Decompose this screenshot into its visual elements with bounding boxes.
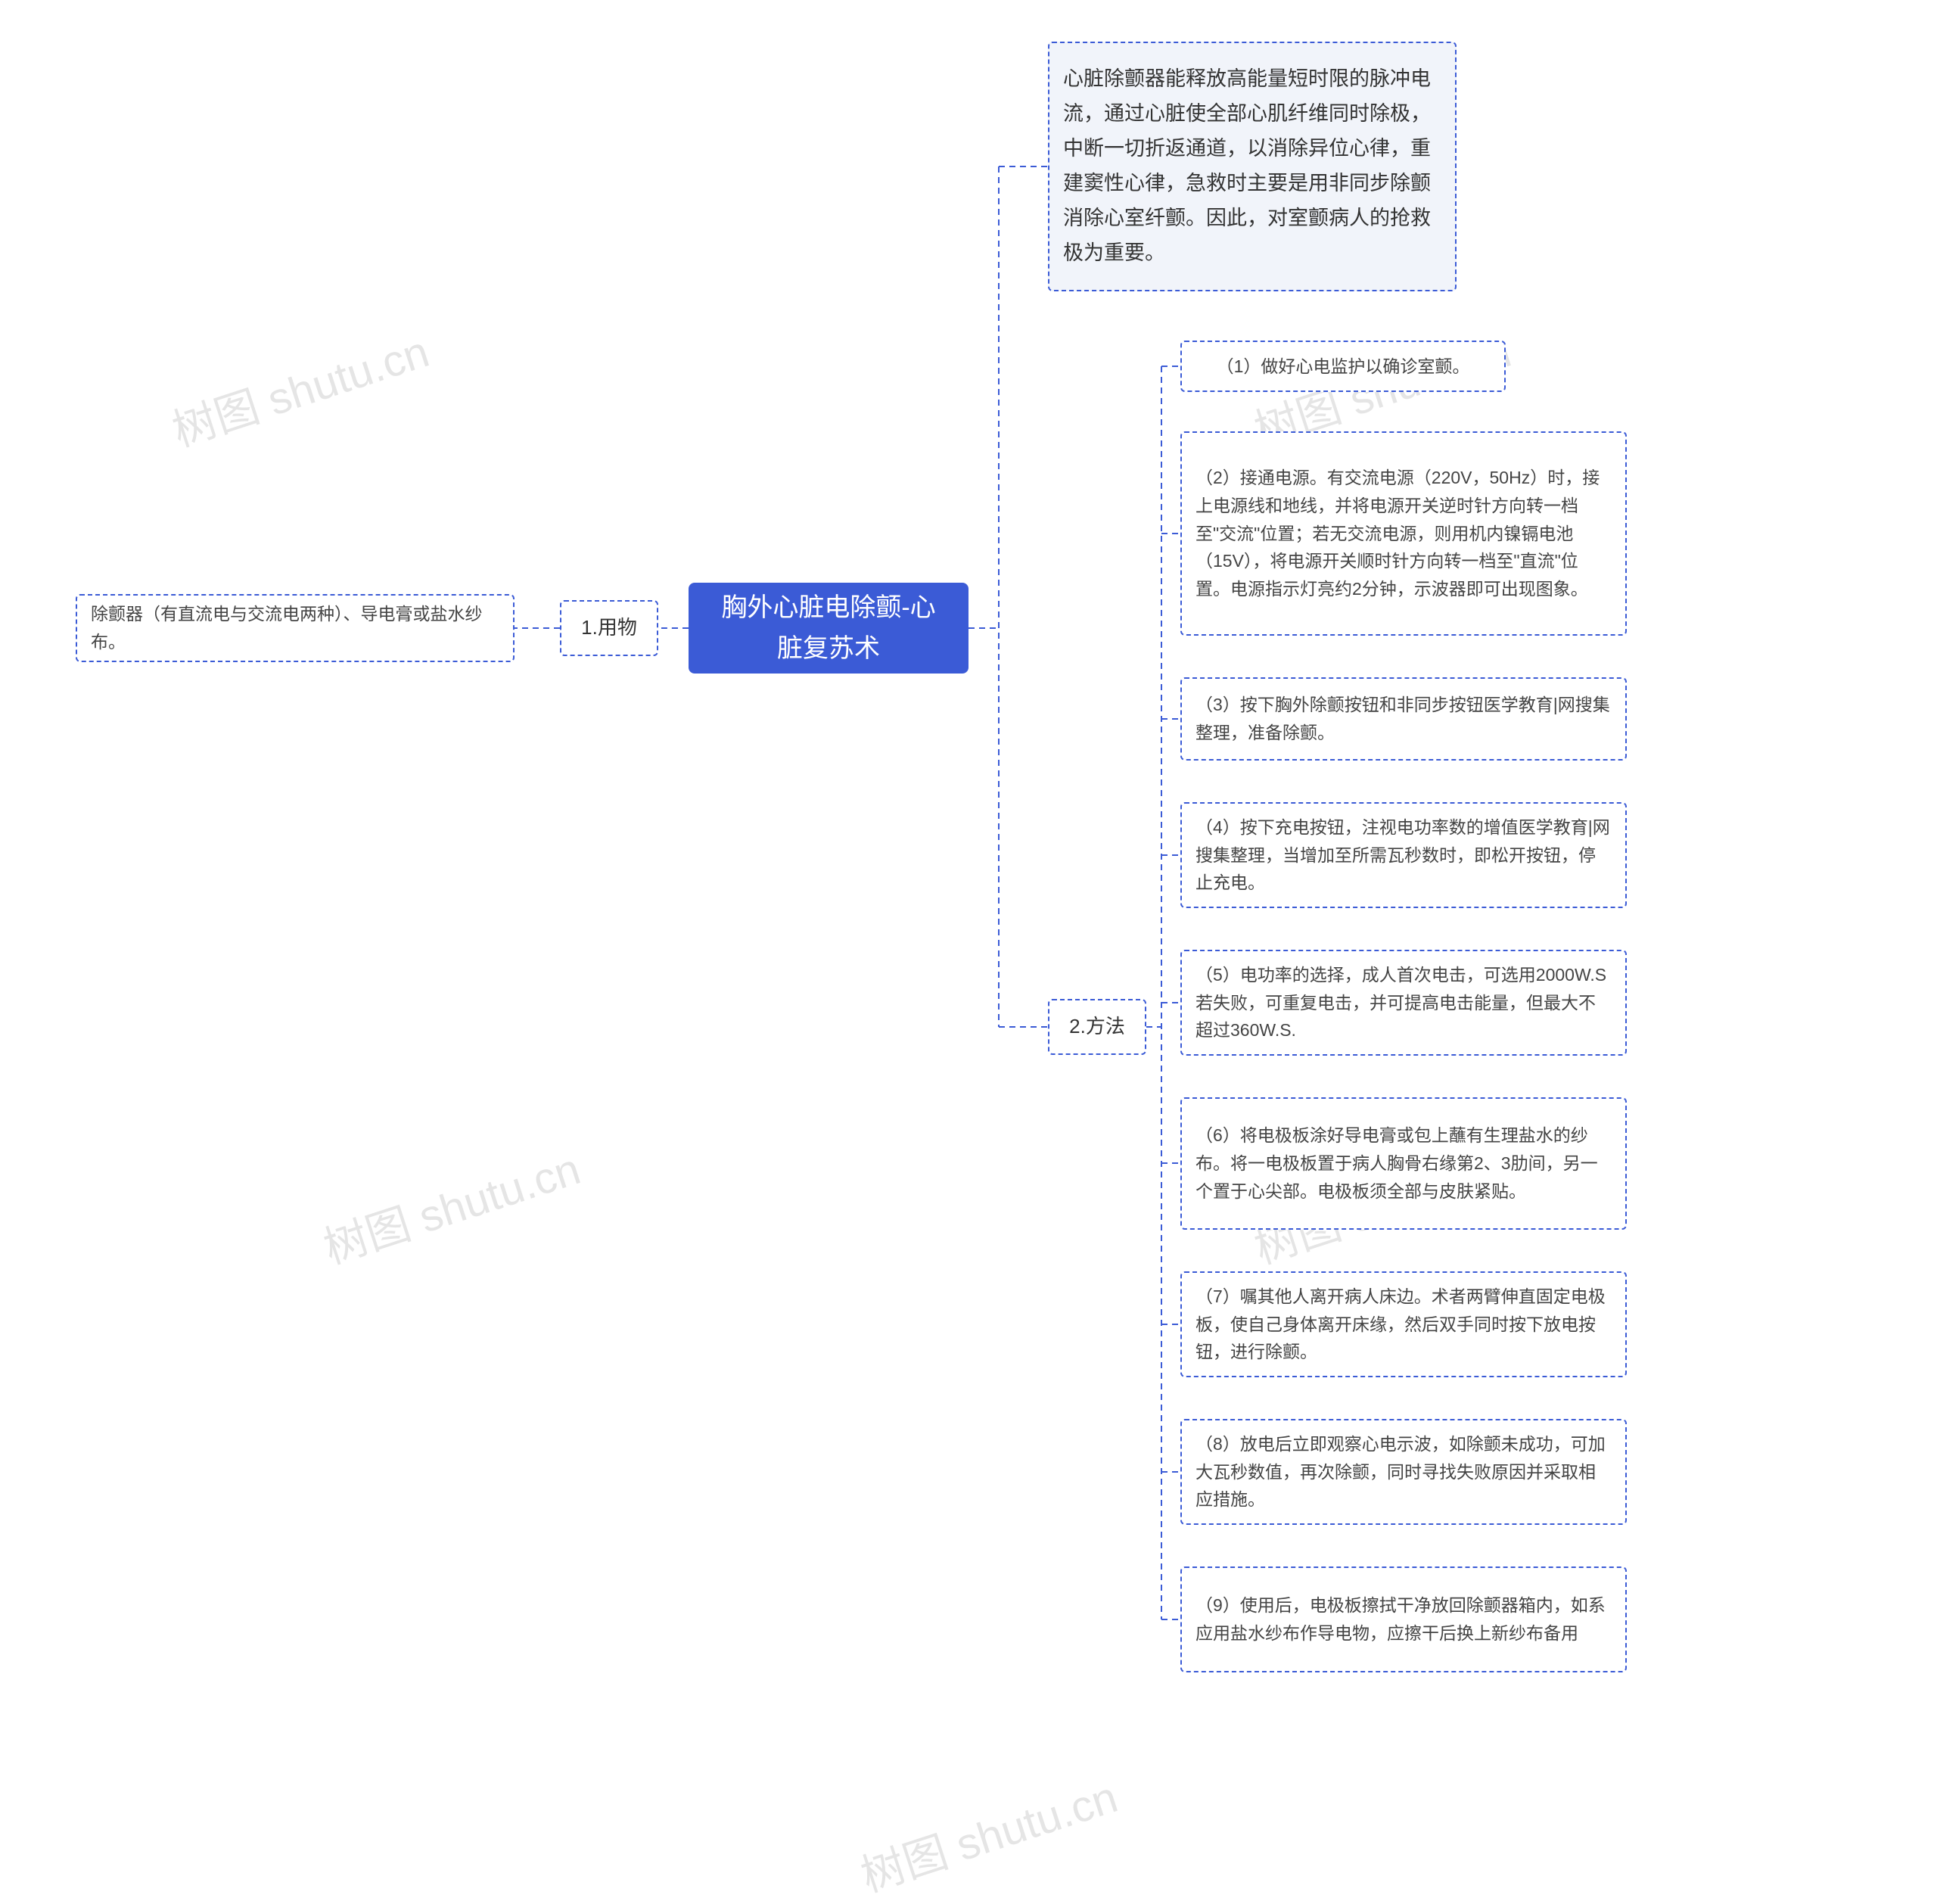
watermark: 树图 shutu.cn [163, 316, 436, 459]
right-leaf-text: （4）按下充电按钮，注视电功率数的增值医学教育|网搜集整理，当增加至所需瓦秒数时… [1195, 814, 1612, 897]
intro-text: 心脏除颤器能释放高能量短时限的脉冲电流，通过心脏使全部心肌纤维同时除极，中断一切… [1063, 62, 1441, 270]
mindmap-canvas: 树图 shutu.cn 树图 shutu.cn 树图 shutu.cn 树图 s… [0, 0, 1937, 1864]
center-node[interactable]: 胸外心脏电除颤-心脏复苏术 [689, 583, 968, 674]
right-leaf[interactable]: （5）电功率的选择，成人首次电击，可选用2000W.S若失败，可重复电击，并可提… [1180, 950, 1627, 1056]
right-leaf-text: （1）做好心电监护以确诊室颤。 [1217, 353, 1470, 381]
left-leaf-text: 除颤器（有直流电与交流电两种）、导电膏或盐水纱布。 [91, 600, 499, 656]
right-leaf[interactable]: （6）将电极板涂好导电膏或包上蘸有生理盐水的纱布。将一电极板置于病人胸骨右缘第2… [1180, 1097, 1627, 1230]
right-leaf[interactable]: （1）做好心电监护以确诊室颤。 [1180, 341, 1506, 392]
right-leaf-text: （8）放电后立即观察心电示波，如除颤未成功，可加大瓦秒数值，再次除颤，同时寻找失… [1195, 1430, 1612, 1514]
branch-right-label-text: 2.方法 [1069, 1011, 1125, 1043]
right-leaf-text: （5）电功率的选择，成人首次电击，可选用2000W.S若失败，可重复电击，并可提… [1195, 961, 1612, 1044]
right-leaf[interactable]: （3）按下胸外除颤按钮和非同步按钮医学教育|网搜集整理，准备除颤。 [1180, 677, 1627, 761]
watermark: 树图 shutu.cn [852, 1762, 1124, 1904]
connector-layer [0, 0, 1937, 1864]
branch-right-label[interactable]: 2.方法 [1048, 999, 1146, 1055]
branch-left-label-text: 1.用物 [581, 612, 637, 644]
branch-left-label[interactable]: 1.用物 [560, 600, 658, 656]
right-leaf-text: （7）嘱其他人离开病人床边。术者两臂伸直固定电极板，使自己身体离开床缘，然后双手… [1195, 1283, 1612, 1366]
left-leaf[interactable]: 除颤器（有直流电与交流电两种）、导电膏或盐水纱布。 [76, 594, 515, 662]
right-leaf[interactable]: （7）嘱其他人离开病人床边。术者两臂伸直固定电极板，使自己身体离开床缘，然后双手… [1180, 1271, 1627, 1377]
right-leaf-text: （3）按下胸外除颤按钮和非同步按钮医学教育|网搜集整理，准备除颤。 [1195, 691, 1612, 747]
right-leaf[interactable]: （4）按下充电按钮，注视电功率数的增值医学教育|网搜集整理，当增加至所需瓦秒数时… [1180, 802, 1627, 908]
right-leaf-text: （9）使用后，电极板擦拭干净放回除颤器箱内，如系应用盐水纱布作导电物，应擦干后换… [1195, 1591, 1612, 1647]
center-title: 胸外心脏电除颤-心脏复苏术 [716, 587, 941, 670]
intro-node[interactable]: 心脏除颤器能释放高能量短时限的脉冲电流，通过心脏使全部心肌纤维同时除极，中断一切… [1048, 42, 1457, 291]
right-leaf[interactable]: （9）使用后，电极板擦拭干净放回除颤器箱内，如系应用盐水纱布作导电物，应擦干后换… [1180, 1566, 1627, 1672]
right-leaf-text: （2）接通电源。有交流电源（220V，50Hz）时，接上电源线和地线，并将电源开… [1195, 464, 1612, 603]
watermark: 树图 shutu.cn [315, 1134, 587, 1276]
right-leaf[interactable]: （8）放电后立即观察心电示波，如除颤未成功，可加大瓦秒数值，再次除颤，同时寻找失… [1180, 1419, 1627, 1525]
right-leaf[interactable]: （2）接通电源。有交流电源（220V，50Hz）时，接上电源线和地线，并将电源开… [1180, 431, 1627, 636]
right-leaf-text: （6）将电极板涂好导电膏或包上蘸有生理盐水的纱布。将一电极板置于病人胸骨右缘第2… [1195, 1122, 1612, 1205]
